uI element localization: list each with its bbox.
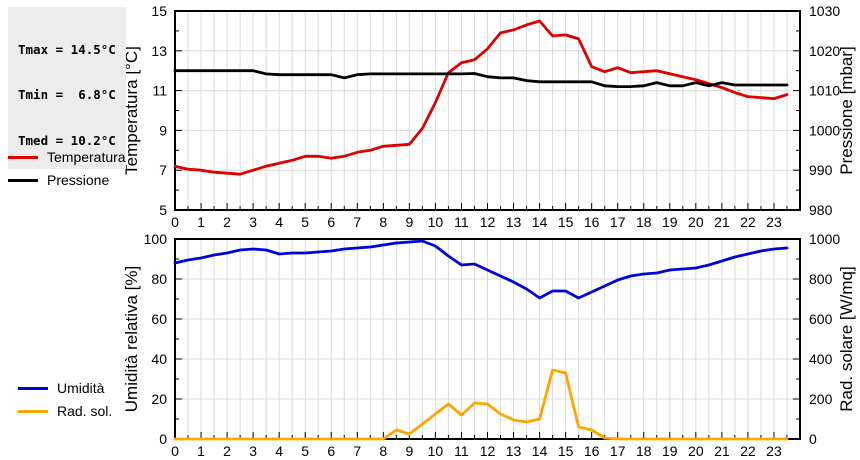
legend-item-pressione: Pressione xyxy=(8,172,109,188)
x-tick-label: 9 xyxy=(405,443,413,459)
x-tick-label: 0 xyxy=(171,443,179,459)
y-left-tick-label: 7 xyxy=(159,162,167,178)
x-tick-label: 16 xyxy=(584,443,600,459)
legend-item-rad-sol: Rad. sol. xyxy=(18,403,112,419)
x-tick-label: 18 xyxy=(636,443,652,459)
pressione-line-swatch xyxy=(8,178,38,182)
y-left-tick-label: 80 xyxy=(151,271,167,287)
temperature-stats-box: Tmax = 14.5°C Tmin = 6.8°C Tmed = 10.2°C xyxy=(8,7,126,169)
y-left-tick-label: 0 xyxy=(159,431,167,447)
y-right-tick-label: 600 xyxy=(809,311,833,327)
x-tick-label: 5 xyxy=(301,214,309,230)
umidita-line-swatch xyxy=(18,386,48,390)
rad-sol-line-swatch xyxy=(18,409,48,413)
y-right-tick-label: 200 xyxy=(809,391,833,407)
y-left-tick-label: 20 xyxy=(151,391,167,407)
x-tick-label: 6 xyxy=(327,214,335,230)
y-right-tick-label: 1020 xyxy=(809,43,840,59)
x-tick-label: 1 xyxy=(197,443,205,459)
x-tick-label: 14 xyxy=(532,214,548,230)
y-axis-title-left: Temperatura [°C] xyxy=(122,46,141,175)
x-tick-label: 23 xyxy=(766,214,782,230)
x-tick-label: 16 xyxy=(584,214,600,230)
x-tick-label: 4 xyxy=(275,443,283,459)
x-tick-label: 21 xyxy=(714,443,730,459)
y-left-tick-label: 5 xyxy=(159,202,167,218)
legend-item-umidita: Umidità xyxy=(18,380,104,396)
x-tick-label: 22 xyxy=(740,443,756,459)
x-tick-label: 20 xyxy=(688,443,704,459)
series-line-temperatura xyxy=(173,19,789,176)
y-axis-title-right: Rad. solare [W/mq] xyxy=(837,266,856,412)
y-left-tick-label: 40 xyxy=(151,351,167,367)
x-tick-label: 7 xyxy=(353,214,361,230)
x-tick-label: 8 xyxy=(379,443,387,459)
x-tick-label: 17 xyxy=(610,214,626,230)
x-tick-label: 11 xyxy=(454,214,469,230)
stat-tmin: Tmin = 6.8°C xyxy=(18,87,116,103)
x-tick-label: 7 xyxy=(353,443,361,459)
x-tick-label: 15 xyxy=(558,443,574,459)
y-right-tick-label: 980 xyxy=(809,202,833,218)
y-left-tick-label: 13 xyxy=(151,43,167,59)
x-tick-label: 8 xyxy=(379,214,387,230)
x-tick-label: 0 xyxy=(171,214,179,230)
legend-label-pressione: Pressione xyxy=(47,172,110,188)
legend-item-temperatura: Temperatura xyxy=(8,149,126,165)
x-tick-label: 23 xyxy=(766,443,782,459)
y-right-tick-label: 1030 xyxy=(809,3,840,19)
x-tick-label: 12 xyxy=(480,214,496,230)
x-tick-label: 2 xyxy=(223,443,231,459)
x-tick-label: 18 xyxy=(636,214,652,230)
x-tick-label: 1 xyxy=(197,214,205,230)
y-left-tick-label: 9 xyxy=(159,122,167,138)
x-tick-label: 10 xyxy=(428,214,444,230)
y-right-tick-label: 800 xyxy=(809,271,833,287)
y-left-tick-label: 100 xyxy=(144,231,168,247)
y-right-tick-label: 400 xyxy=(809,351,833,367)
stat-tmax: Tmax = 14.5°C xyxy=(18,41,116,57)
y-left-tick-label: 11 xyxy=(152,83,167,99)
x-tick-label: 12 xyxy=(480,443,496,459)
x-tick-label: 22 xyxy=(740,214,756,230)
y-right-tick-label: 0 xyxy=(809,431,817,447)
x-tick-label: 10 xyxy=(428,443,444,459)
x-tick-label: 5 xyxy=(301,443,309,459)
x-tick-label: 15 xyxy=(558,214,574,230)
chart-panel-0: 0 1 2 3 4 5 6 7 8 9 10 11 12 13 14 15 16 17 18 19 20 21 22 2357… xyxy=(122,3,856,230)
x-tick-label: 19 xyxy=(662,214,678,230)
y-right-tick-label: 990 xyxy=(809,162,833,178)
x-tick-label: 19 xyxy=(662,443,678,459)
x-tick-label: 14 xyxy=(532,443,548,459)
temperatura-line-swatch xyxy=(8,155,38,159)
x-tick-label: 3 xyxy=(249,214,257,230)
series-line-pressione xyxy=(173,69,789,88)
y-left-tick-label: 15 xyxy=(151,3,167,19)
x-tick-label: 13 xyxy=(506,214,522,230)
x-tick-label: 6 xyxy=(327,443,335,459)
x-tick-label: 17 xyxy=(610,443,626,459)
y-left-tick-label: 60 xyxy=(151,311,167,327)
x-tick-label: 2 xyxy=(223,214,231,230)
x-tick-label: 9 xyxy=(405,214,413,230)
chart-panel-1: 0 1 2 3 4 5 6 7 8 9 10 11 12 13 14 15 16 17 18 19 20 21 22 2302… xyxy=(122,231,856,459)
x-tick-label: 21 xyxy=(714,214,730,230)
x-tick-label: 4 xyxy=(275,214,283,230)
legend-label-temperatura: Temperatura xyxy=(47,149,126,165)
stat-tmed: Tmed = 10.2°C xyxy=(18,133,116,148)
series-line-umidit- xyxy=(173,239,789,300)
series-line-rad-sol- xyxy=(173,368,789,441)
x-tick-label: 11 xyxy=(454,443,469,459)
y-right-tick-label: 1000 xyxy=(809,122,840,138)
y-axis-title-right: Pressione [mbar] xyxy=(837,46,856,175)
legend-label-umidita: Umidità xyxy=(57,380,105,396)
x-tick-label: 20 xyxy=(688,214,704,230)
y-axis-title-left: Umidità relativa [%] xyxy=(122,266,141,412)
x-tick-label: 3 xyxy=(249,443,257,459)
y-right-tick-label: 1000 xyxy=(809,231,840,247)
y-right-tick-label: 1010 xyxy=(809,83,840,99)
x-tick-label: 13 xyxy=(506,443,522,459)
legend-label-rad-sol: Rad. sol. xyxy=(57,403,113,419)
